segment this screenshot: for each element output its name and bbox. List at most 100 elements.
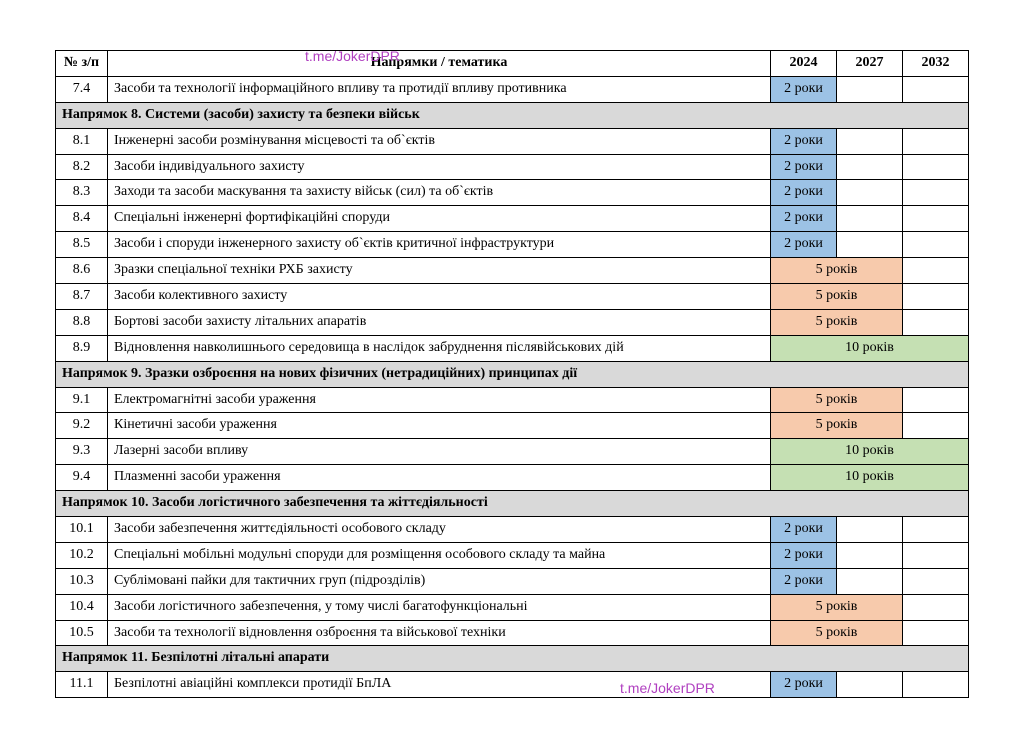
row-topic: Засоби і споруди інженерного захисту об`…: [108, 232, 771, 258]
row-duration: 2 роки: [771, 542, 837, 568]
section-row: Напрямок 11. Безпілотні літальні апарати: [56, 646, 969, 672]
table-row: 10.3Сублімовані пайки для тактичних груп…: [56, 568, 969, 594]
row-duration: 5 років: [771, 413, 903, 439]
row-num: 11.1: [56, 672, 108, 698]
empty-cell: [903, 128, 969, 154]
empty-cell: [903, 232, 969, 258]
header-topic: Напрямки / тематика: [108, 51, 771, 77]
row-duration: 2 роки: [771, 568, 837, 594]
row-duration: 2 роки: [771, 517, 837, 543]
table-row: 8.5Засоби і споруди інженерного захисту …: [56, 232, 969, 258]
table-row: 10.4Засоби логістичного забезпечення, у …: [56, 594, 969, 620]
empty-cell: [903, 387, 969, 413]
row-num: 8.7: [56, 284, 108, 310]
empty-cell: [903, 517, 969, 543]
empty-cell: [903, 206, 969, 232]
row-num: 9.3: [56, 439, 108, 465]
section-label: Напрямок 9. Зразки озброєння на нових фі…: [56, 361, 969, 387]
empty-cell: [837, 206, 903, 232]
row-duration: 2 роки: [771, 206, 837, 232]
row-topic: Інженерні засоби розмінування місцевості…: [108, 128, 771, 154]
row-duration: 10 років: [771, 335, 969, 361]
row-duration: 2 роки: [771, 232, 837, 258]
table-row: 8.4Спеціальні інженерні фортифікаційні с…: [56, 206, 969, 232]
row-num: 8.6: [56, 258, 108, 284]
row-duration: 5 років: [771, 309, 903, 335]
row-duration: 2 роки: [771, 154, 837, 180]
row-topic: Відновлення навколишнього середовища в н…: [108, 335, 771, 361]
row-topic: Засоби індивідуального захисту: [108, 154, 771, 180]
row-num: 10.2: [56, 542, 108, 568]
section-row: Напрямок 10. Засоби логістичного забезпе…: [56, 491, 969, 517]
row-duration: 10 років: [771, 439, 969, 465]
table-row: 8.9Відновлення навколишнього середовища …: [56, 335, 969, 361]
empty-cell: [903, 594, 969, 620]
table-row: 10.2Спеціальні мобільні модульні споруди…: [56, 542, 969, 568]
empty-cell: [837, 517, 903, 543]
row-topic: Засоби та технології відновлення озброєн…: [108, 620, 771, 646]
empty-cell: [903, 76, 969, 102]
empty-cell: [903, 154, 969, 180]
header-num: № з/п: [56, 51, 108, 77]
empty-cell: [903, 258, 969, 284]
row-topic: Засоби колективного захисту: [108, 284, 771, 310]
header-2027: 2027: [837, 51, 903, 77]
row-topic: Засоби забезпечення життєдіяльності особ…: [108, 517, 771, 543]
row-topic: Заходи та засоби маскування та захисту в…: [108, 180, 771, 206]
table-row: 8.6Зразки спеціальної техніки РХБ захист…: [56, 258, 969, 284]
row-duration: 5 років: [771, 284, 903, 310]
table-row: 8.8Бортові засоби захисту літальних апар…: [56, 309, 969, 335]
table-row: 7.4Засоби та технології інформаційного в…: [56, 76, 969, 102]
row-num: 10.1: [56, 517, 108, 543]
empty-cell: [837, 76, 903, 102]
row-topic: Кінетичні засоби ураження: [108, 413, 771, 439]
row-topic: Засоби та технології інформаційного впли…: [108, 76, 771, 102]
section-label: Напрямок 11. Безпілотні літальні апарати: [56, 646, 969, 672]
empty-cell: [903, 284, 969, 310]
empty-cell: [903, 180, 969, 206]
section-row: Напрямок 8. Системи (засоби) захисту та …: [56, 102, 969, 128]
row-duration: 5 років: [771, 620, 903, 646]
table-row: 8.2Засоби індивідуального захисту2 роки: [56, 154, 969, 180]
row-duration: 5 років: [771, 594, 903, 620]
empty-cell: [837, 154, 903, 180]
table-row: 8.1Інженерні засоби розмінування місцево…: [56, 128, 969, 154]
header-row: № з/п Напрямки / тематика 2024 2027 2032: [56, 51, 969, 77]
table-row: 10.5Засоби та технології відновлення озб…: [56, 620, 969, 646]
directions-table: № з/п Напрямки / тематика 2024 2027 2032…: [55, 50, 969, 698]
row-topic: Лазерні засоби впливу: [108, 439, 771, 465]
row-topic: Плазменні засоби ураження: [108, 465, 771, 491]
empty-cell: [837, 128, 903, 154]
row-num: 7.4: [56, 76, 108, 102]
section-label: Напрямок 10. Засоби логістичного забезпе…: [56, 491, 969, 517]
empty-cell: [903, 568, 969, 594]
table-row: 10.1Засоби забезпечення життєдіяльності …: [56, 517, 969, 543]
row-topic: Засоби логістичного забезпечення, у тому…: [108, 594, 771, 620]
row-num: 8.4: [56, 206, 108, 232]
row-num: 10.4: [56, 594, 108, 620]
empty-cell: [837, 542, 903, 568]
row-topic: Спеціальні мобільні модульні споруди для…: [108, 542, 771, 568]
empty-cell: [837, 180, 903, 206]
row-topic: Сублімовані пайки для тактичних груп (пі…: [108, 568, 771, 594]
empty-cell: [903, 309, 969, 335]
row-topic: Зразки спеціальної техніки РХБ захисту: [108, 258, 771, 284]
row-num: 9.4: [56, 465, 108, 491]
section-label: Напрямок 8. Системи (засоби) захисту та …: [56, 102, 969, 128]
row-topic: Електромагнітні засоби ураження: [108, 387, 771, 413]
row-num: 10.5: [56, 620, 108, 646]
empty-cell: [903, 672, 969, 698]
empty-cell: [903, 620, 969, 646]
row-num: 9.1: [56, 387, 108, 413]
row-topic: Бортові засоби захисту літальних апараті…: [108, 309, 771, 335]
table-row: 9.1Електромагнітні засоби ураження5 рокі…: [56, 387, 969, 413]
header-2032: 2032: [903, 51, 969, 77]
row-duration: 5 років: [771, 258, 903, 284]
section-row: Напрямок 9. Зразки озброєння на нових фі…: [56, 361, 969, 387]
row-duration: 2 роки: [771, 672, 837, 698]
row-duration: 2 роки: [771, 76, 837, 102]
row-duration: 2 роки: [771, 128, 837, 154]
row-topic: Спеціальні інженерні фортифікаційні спор…: [108, 206, 771, 232]
empty-cell: [903, 542, 969, 568]
row-duration: 5 років: [771, 387, 903, 413]
